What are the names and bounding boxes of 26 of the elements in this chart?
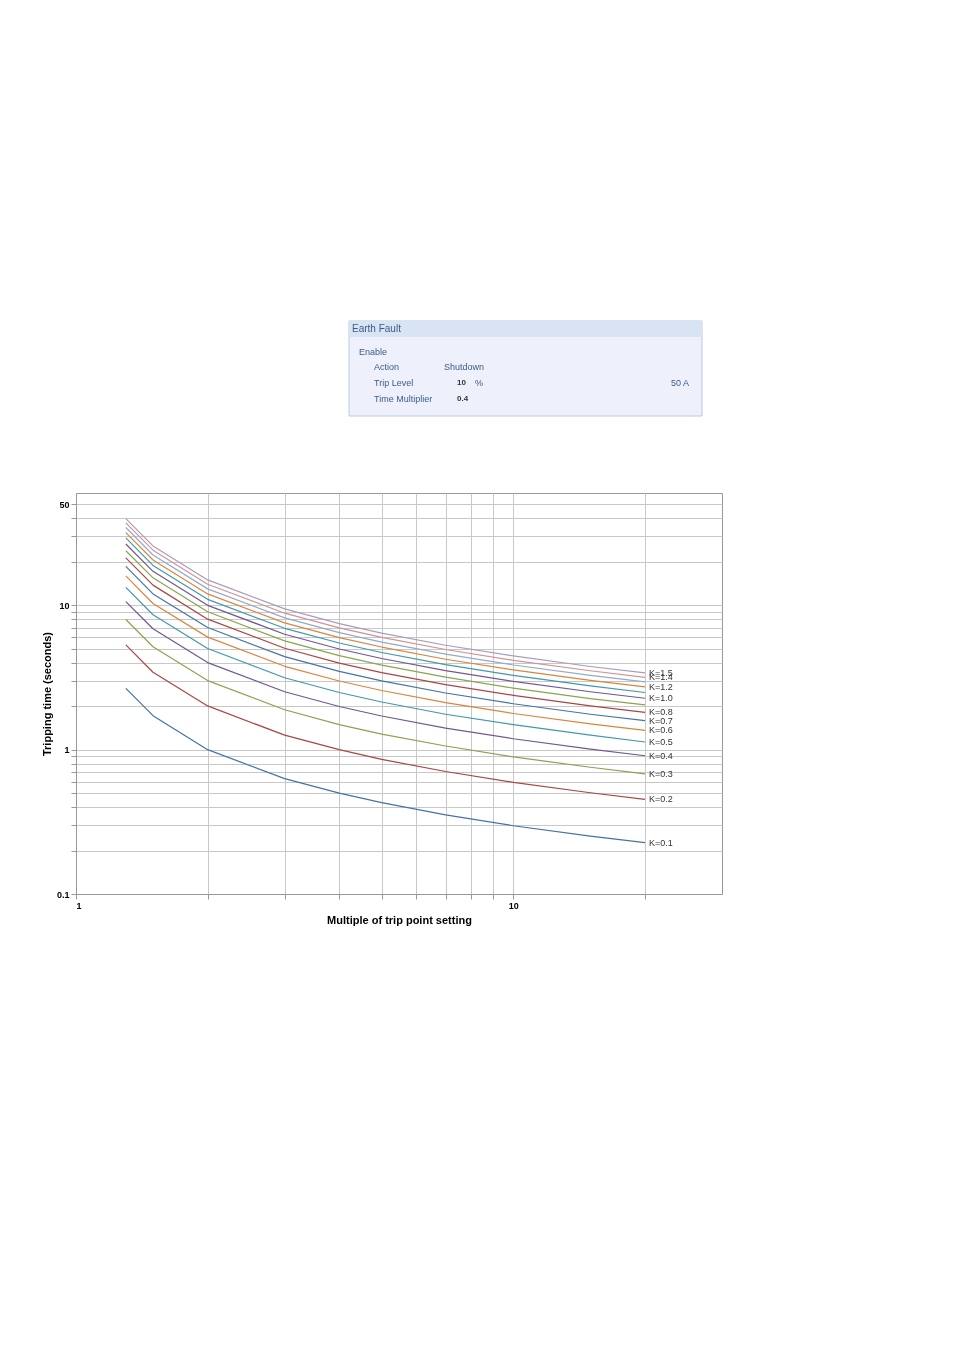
text: 0.4 [457,394,469,403]
series-label: K=0.6 [648,725,673,736]
text: Time Multiplier [374,394,433,404]
text: 10 [457,378,467,387]
series-label: K=0.8 [648,707,673,718]
y-tick-label: 50 [59,499,70,510]
text: Enable [359,347,388,357]
series-label: K=0.2 [648,794,673,805]
text: Trip Level [374,378,414,388]
series-label: K=0.4 [648,750,673,761]
x-axis-title: Multiple of trip point setting [327,913,472,926]
series-label: K=0.5 [648,737,673,747]
series-label: K=0.3 [648,768,673,779]
series-label: K=1.2 [648,681,673,692]
y-tick-label: 1 [64,745,70,756]
series-label: K=0.1 [648,837,673,848]
text: % [475,378,484,388]
y-tick-label: 10 [59,600,70,611]
text: Shutdown [444,362,485,372]
text: Action [374,362,400,372]
y-tick-label: 0.1 [56,889,70,900]
text: 50 A [671,378,690,388]
series-label: K=1.0 [648,693,673,704]
y-axis-title: Tripping time (seconds) [40,631,53,757]
text: Earth Fault [352,323,402,334]
series-label: K=0.7 [648,715,673,726]
